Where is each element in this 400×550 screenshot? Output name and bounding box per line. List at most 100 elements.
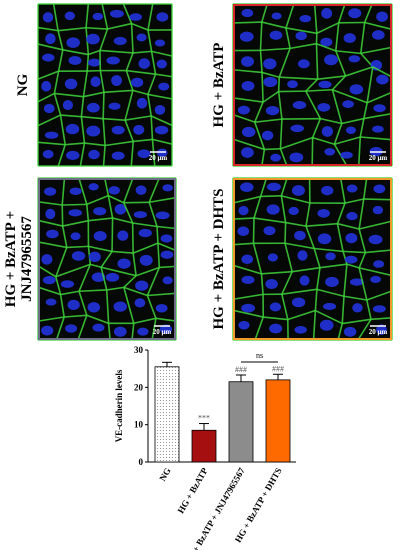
membrane [79,289,107,293]
membrane [65,142,85,146]
membrane [132,242,159,254]
nucleus [288,206,299,216]
membrane [104,140,134,147]
membrane [232,195,261,204]
membrane [232,293,264,301]
y-axis-label: VE-cadherin levels [114,369,124,442]
nucleus [292,101,307,110]
nucleus [44,187,57,196]
membrane [343,264,348,297]
membrane [281,294,289,320]
membrane [156,226,159,244]
nucleus [113,326,127,337]
membrane [37,316,65,322]
nucleus [162,276,173,285]
nucleus [297,250,308,261]
membrane [366,299,372,320]
membrane [259,22,263,51]
nucleus [66,150,80,160]
membrane [320,117,342,125]
membrane [284,243,293,272]
nucleus [86,102,100,113]
nucleus [66,37,80,48]
nucleus [156,59,168,69]
membrane [59,294,65,318]
membrane [263,316,288,321]
membrane [132,222,158,228]
nucleus [325,276,339,287]
membrane [150,51,157,75]
membrane [360,136,393,141]
membrane [284,242,315,250]
membrane [122,3,133,24]
membrane [52,3,59,31]
nucleus [88,183,99,191]
nucleus [88,251,101,263]
membrane [149,196,177,204]
membrane [253,217,286,224]
membrane [316,22,340,35]
nucleus [91,272,106,282]
membrane [360,46,393,55]
bar-annotation: ### [235,365,247,374]
membrane [123,275,137,288]
membrane [280,177,288,197]
membrane [151,318,157,341]
nucleus [62,100,74,111]
membrane [289,42,317,50]
membrane [37,141,66,146]
nucleus [261,130,274,141]
membrane [148,177,161,203]
membrane [147,93,173,100]
nucleus [295,31,307,41]
nucleus [42,53,55,62]
nucleus [134,298,146,308]
nucleus [320,37,333,47]
nucleus [372,125,384,133]
membrane [150,115,173,127]
membrane [254,101,264,123]
membrane [123,286,148,297]
nucleus [294,230,306,241]
panel-label: HG + BzATP + [3,211,19,307]
membrane [62,219,89,227]
nucleus [139,254,153,266]
membrane [54,92,84,98]
membrane [37,219,63,227]
membrane [123,287,135,324]
membrane [292,266,321,273]
membrane [345,66,374,77]
membrane [62,203,87,206]
nucleus [42,12,54,23]
nucleus [324,148,336,156]
nucleus [263,76,278,88]
membrane [37,26,59,32]
scale-label: 20 μm [369,154,388,162]
membrane [262,90,280,103]
membrane [37,265,57,278]
nucleus [159,324,173,334]
error-bar [273,373,283,380]
membrane [364,21,393,31]
panel-border [38,178,176,340]
membrane [284,222,287,244]
membrane [337,3,346,24]
y-tick-label: 10 [134,420,144,430]
membrane [37,114,61,127]
membrane [372,66,393,78]
membrane [99,49,134,54]
membrane [102,118,106,146]
bar-annotation: ### [272,364,284,373]
membrane [125,70,134,91]
nucleus [238,320,250,330]
membrane [337,323,344,341]
membrane [232,68,263,74]
nucleus [41,325,54,336]
membrane [260,273,264,295]
membrane [133,317,157,325]
membrane [124,90,134,121]
membrane [131,323,135,341]
membrane [55,316,65,341]
membrane [132,89,149,96]
nucleus [46,229,59,239]
